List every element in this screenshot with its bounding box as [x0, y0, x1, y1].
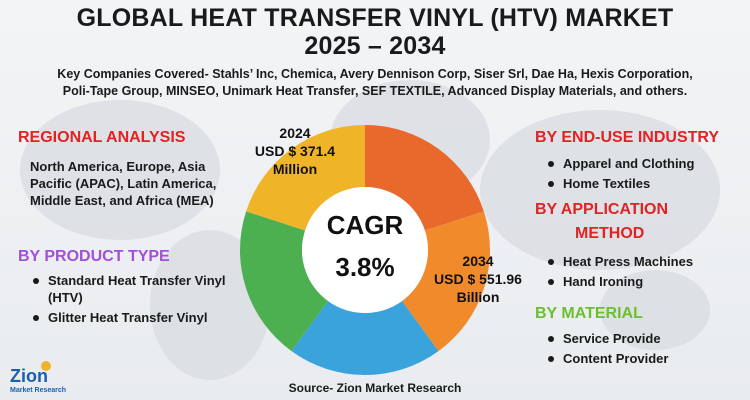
- cagr-value: 3.8%: [335, 252, 395, 282]
- list-item: Standard Heat Transfer Vinyl (HTV): [30, 272, 230, 306]
- donut-segment: [365, 125, 484, 231]
- unit-2034: Billion: [456, 289, 500, 305]
- end-use-list: Apparel and Clothing Home Textiles: [545, 155, 745, 195]
- list-item: Home Textiles: [545, 175, 745, 192]
- unit-2024: Million: [272, 161, 318, 177]
- source-note: Source- Zion Market Research: [288, 381, 462, 395]
- donut-segment: [402, 211, 490, 352]
- list-item: Glitter Heat Transfer Vinyl: [30, 309, 230, 326]
- list-item: Service Provide: [545, 330, 745, 347]
- value-2034-label: 2034 USD $ 551.96 Billion: [418, 252, 538, 306]
- value-2024-label: 2024 USD $ 371.4 Million: [240, 124, 350, 178]
- logo-wordmark: Zion: [10, 366, 48, 386]
- material-heading: BY MATERIAL: [535, 305, 643, 322]
- title-line-2: 2025 – 2034: [304, 32, 446, 60]
- map-background-shape: [480, 110, 720, 270]
- logo-tagline: Market Research: [10, 387, 66, 394]
- donut-chart: [239, 124, 490, 375]
- donut-segments: [239, 124, 490, 375]
- list-item: Apparel and Clothing: [545, 155, 745, 172]
- end-use-heading: BY END-USE INDUSTRY: [535, 129, 720, 146]
- companies-line-2: Poli-Tape Group, MINSEO, Unimark Heat Tr…: [62, 84, 688, 98]
- year-2024: 2024: [279, 125, 311, 141]
- cagr-label: CAGR: [326, 210, 404, 240]
- regional-analysis-heading: REGIONAL ANALYSIS: [18, 129, 186, 146]
- donut-center: [302, 187, 428, 313]
- donut-segment: [291, 300, 439, 375]
- product-type-list: Standard Heat Transfer Vinyl (HTV) Glitt…: [30, 272, 230, 329]
- map-background-shape: [20, 100, 220, 240]
- application-heading-line-2: METHOD: [575, 225, 645, 242]
- donut-segment: [246, 124, 365, 231]
- list-item: Heat Press Machines: [545, 253, 745, 270]
- logo-sun-icon: [41, 361, 51, 371]
- title-line-1: GLOBAL HEAT TRANSFER VINYL (HTV) MARKET: [76, 4, 674, 32]
- material-list: Service Provide Content Provider: [545, 330, 745, 370]
- donut-segment: [239, 211, 328, 352]
- list-item: Content Provider: [545, 350, 745, 367]
- page-title: GLOBAL HEAT TRANSFER VINYL (HTV) MARKET …: [0, 4, 750, 60]
- amount-2034: USD $ 551.96: [434, 271, 522, 287]
- application-list: Heat Press Machines Hand Ironing: [545, 253, 745, 293]
- zion-logo: Zion Market Research: [10, 361, 66, 394]
- map-background-shape: [600, 270, 710, 350]
- key-companies: Key Companies Covered- Stahls’ Inc, Chem…: [30, 66, 720, 100]
- companies-line-1: Key Companies Covered- Stahls’ Inc, Chem…: [57, 67, 693, 81]
- year-2034: 2034: [462, 253, 494, 269]
- amount-2024: USD $ 371.4: [254, 143, 336, 159]
- application-heading-line-1: BY APPLICATION: [535, 201, 669, 218]
- regional-analysis-text: North America, Europe, Asia Pacific (APA…: [30, 159, 217, 208]
- product-type-heading: BY PRODUCT TYPE: [18, 248, 170, 265]
- list-item: Hand Ironing: [545, 273, 745, 290]
